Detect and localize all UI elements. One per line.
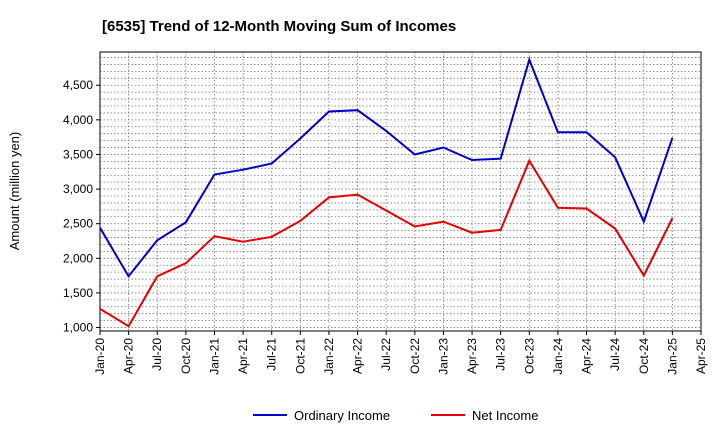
ordinary-income-line xyxy=(99,56,674,279)
x-tick-label: Apr-20 xyxy=(122,338,136,374)
legend-label-ordinary-income: Ordinary Income xyxy=(294,408,390,423)
series-group xyxy=(99,56,674,328)
x-tick-label: Oct-20 xyxy=(179,338,193,374)
y-tick-label: 3,000 xyxy=(63,182,93,196)
net-income-line xyxy=(99,158,674,328)
x-tick-label: Jul-23 xyxy=(494,338,508,371)
y-tick-label: 2,500 xyxy=(63,217,93,231)
x-tick-label: Jan-24 xyxy=(551,338,565,375)
x-tick-label: Jul-21 xyxy=(265,338,279,371)
x-tick-label: Apr-23 xyxy=(465,338,479,374)
grid xyxy=(100,52,701,331)
legend-label-net-income: Net Income xyxy=(472,408,538,423)
x-tick-label: Jan-25 xyxy=(665,338,679,375)
x-tick-label: Apr-22 xyxy=(351,338,365,374)
y-axis: 1,000 1,500 2,000 2,500 3,000 3,500 4,000 4,500 xyxy=(63,78,100,335)
y-tick-label: 1,000 xyxy=(63,321,93,335)
x-tick-label: Jan-21 xyxy=(207,338,221,375)
x-tick-label: Oct-22 xyxy=(408,338,422,374)
chart-title: [6535] Trend of 12-Month Moving Sum of I… xyxy=(102,18,456,35)
x-tick-label: Jan-20 xyxy=(93,338,107,375)
y-tick-label: 2,000 xyxy=(63,251,93,265)
legend: Ordinary Income Net Income xyxy=(253,408,538,423)
y-axis-label: Amount (million yen) xyxy=(7,132,22,251)
y-tick-label: 3,500 xyxy=(63,147,93,161)
x-tick-label: Jul-24 xyxy=(608,338,622,371)
x-tick-label: Oct-21 xyxy=(293,338,307,374)
x-tick-label: Jul-22 xyxy=(379,338,393,371)
x-tick-label: Apr-25 xyxy=(694,338,708,374)
y-tick-label: 1,500 xyxy=(63,286,93,300)
x-tick-label: Apr-21 xyxy=(236,338,250,374)
x-tick-label: Jan-22 xyxy=(322,338,336,375)
x-tick-label: Apr-24 xyxy=(580,338,594,374)
x-tick-label: Oct-24 xyxy=(637,338,651,374)
plot-frame xyxy=(99,51,702,332)
x-tick-label: Oct-23 xyxy=(522,338,536,374)
y-tick-label: 4,000 xyxy=(63,113,93,127)
x-tick-label: Jan-23 xyxy=(436,338,450,375)
x-axis: Jan-20 Apr-20 Jul-20 Oct-20 Jan-21 Apr-21 Jul-… xyxy=(93,331,708,375)
y-tick-label: 4,500 xyxy=(63,78,93,92)
x-tick-label: Jul-20 xyxy=(150,338,164,371)
